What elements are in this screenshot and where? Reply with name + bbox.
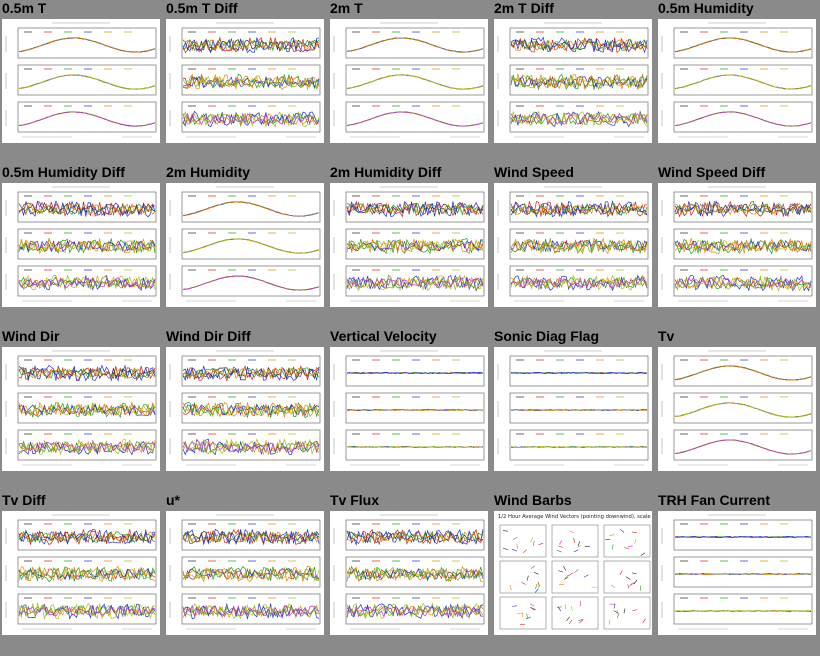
plot-title[interactable]: 2m T Diff <box>494 0 554 16</box>
line-plot-thumbnail[interactable] <box>166 347 324 471</box>
plot-card-trh-fan-current[interactable]: TRH Fan Current <box>656 492 816 654</box>
plot-image <box>330 511 488 635</box>
plot-card-wind-dir[interactable]: Wind Dir <box>0 328 160 490</box>
line-plot-thumbnail[interactable] <box>658 183 816 307</box>
line-plot-thumbnail[interactable] <box>2 511 160 635</box>
plot-image: 1/2 Hour Average Wind Vectors (pointing … <box>494 511 652 635</box>
line-plot-thumbnail[interactable] <box>494 347 652 471</box>
plot-image <box>166 511 324 635</box>
plot-image <box>330 19 488 143</box>
plot-image <box>2 347 160 471</box>
plot-image <box>2 183 160 307</box>
line-plot-thumbnail[interactable] <box>2 19 160 143</box>
line-plot-thumbnail[interactable] <box>330 511 488 635</box>
line-plot-thumbnail[interactable] <box>494 19 652 143</box>
plot-image <box>2 511 160 635</box>
plot-card-tv[interactable]: Tv <box>656 328 816 490</box>
plot-card-2m-t-diff[interactable]: 2m T Diff <box>492 0 652 162</box>
plot-card-wind-dir-diff[interactable]: Wind Dir Diff <box>164 328 324 490</box>
line-plot-thumbnail[interactable] <box>330 183 488 307</box>
plot-card-sonic-diag-flag[interactable]: Sonic Diag Flag <box>492 328 652 490</box>
plot-image <box>494 347 652 471</box>
plot-title[interactable]: 2m Humidity <box>166 164 251 180</box>
wind-barbs-caption: 1/2 Hour Average Wind Vectors (pointing … <box>498 514 652 520</box>
plot-image <box>658 347 816 471</box>
plot-image <box>166 19 324 143</box>
line-plot-thumbnail[interactable] <box>330 347 488 471</box>
line-plot-thumbnail[interactable] <box>166 183 324 307</box>
plot-title[interactable]: Vertical Velocity <box>330 328 437 344</box>
line-plot-thumbnail[interactable] <box>658 347 816 471</box>
plot-card-2m-humidity-diff[interactable]: 2m Humidity Diff <box>328 164 488 326</box>
plot-title[interactable]: TRH Fan Current <box>658 492 770 508</box>
line-plot-thumbnail[interactable] <box>658 19 816 143</box>
plot-image <box>658 183 816 307</box>
line-plot-thumbnail[interactable] <box>166 511 324 635</box>
plot-card-wind-barbs[interactable]: Wind Barbs 1/2 Hour Average Wind Vectors … <box>492 492 652 654</box>
plot-title[interactable]: Wind Dir Diff <box>166 328 251 344</box>
plot-card-tv-diff[interactable]: Tv Diff <box>0 492 160 654</box>
plot-title[interactable]: Tv Diff <box>2 492 46 508</box>
line-plot-thumbnail[interactable] <box>166 19 324 143</box>
plot-image <box>658 19 816 143</box>
plot-title[interactable]: 0.5m Humidity <box>658 0 754 16</box>
plot-title[interactable]: 0.5m Humidity Diff <box>2 164 125 180</box>
line-plot-thumbnail[interactable] <box>658 511 816 635</box>
plot-title[interactable]: Wind Dir <box>2 328 60 344</box>
plot-title[interactable]: 2m Humidity Diff <box>330 164 442 180</box>
plot-title[interactable]: 0.5m T Diff <box>166 0 238 16</box>
plot-image <box>2 19 160 143</box>
plot-card-2m-t[interactable]: 2m T <box>328 0 488 162</box>
plot-title[interactable]: Wind Barbs <box>494 492 572 508</box>
wind-barb-thumbnail[interactable]: 1/2 Hour Average Wind Vectors (pointing … <box>494 511 652 635</box>
plot-card-0-5m-t[interactable]: 0.5m T <box>0 0 160 162</box>
plot-card-tv-flux[interactable]: Tv Flux <box>328 492 488 654</box>
plot-card-2m-humidity[interactable]: 2m Humidity <box>164 164 324 326</box>
plot-card-u-star[interactable]: u* <box>164 492 324 654</box>
plot-card-wind-speed[interactable]: Wind Speed <box>492 164 652 326</box>
line-plot-thumbnail[interactable] <box>494 183 652 307</box>
plot-title[interactable]: 2m T <box>330 0 363 16</box>
plot-title[interactable]: Tv Flux <box>330 492 380 508</box>
plot-title[interactable]: Wind Speed Diff <box>658 164 766 180</box>
plot-card-0-5m-humidity-diff[interactable]: 0.5m Humidity Diff <box>0 164 160 326</box>
plot-title[interactable]: u* <box>166 492 180 508</box>
plot-title[interactable]: Tv <box>658 328 675 344</box>
plot-card-0-5m-t-diff[interactable]: 0.5m T Diff <box>164 0 324 162</box>
plot-image <box>166 183 324 307</box>
plot-card-wind-speed-diff[interactable]: Wind Speed Diff <box>656 164 816 326</box>
plot-image <box>658 511 816 635</box>
plot-image <box>494 183 652 307</box>
plot-image <box>494 19 652 143</box>
line-plot-thumbnail[interactable] <box>2 347 160 471</box>
line-plot-thumbnail[interactable] <box>2 183 160 307</box>
line-plot-thumbnail[interactable] <box>330 19 488 143</box>
plot-title[interactable]: Sonic Diag Flag <box>494 328 600 344</box>
plot-title[interactable]: 0.5m T <box>2 0 47 16</box>
plot-card-vertical-velocity[interactable]: Vertical Velocity <box>328 328 488 490</box>
plot-image <box>166 347 324 471</box>
plot-title[interactable]: Wind Speed <box>494 164 574 180</box>
plot-image <box>330 347 488 471</box>
plot-card-0-5m-humidity[interactable]: 0.5m Humidity <box>656 0 816 162</box>
plot-image <box>330 183 488 307</box>
